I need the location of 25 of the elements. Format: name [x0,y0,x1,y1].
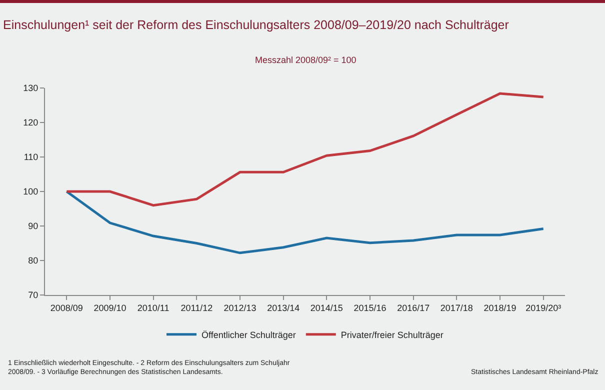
x-tick-label: 2010/11 [137,302,170,313]
x-tick-label: 2016/17 [397,302,430,313]
y-tick-label: 110 [24,152,38,162]
y-tick-label: 70 [28,290,38,300]
x-tick-label: 2013/14 [267,302,300,313]
x-tick-label: 2015/16 [354,302,386,313]
line-series [65,190,545,254]
x-tick-label: 2008/09 [50,302,83,313]
x-tick-label: 2019/20³ [526,302,562,313]
legend-label: Privater/freier Schulträger [340,330,444,340]
chart-title: Einschulungen¹ seit der Reform des Einschulungsalters 2008/09–2019/20 nach Schulträger [3,18,509,32]
y-tick-label: 100 [23,186,38,197]
x-tick-label: 2011/12 [180,302,213,313]
legend-label: Öffentlicher Schulträger [202,330,296,340]
y-tick-label: 130 [23,83,38,94]
y-tick-label: 90 [28,221,38,232]
y-tick-label: 80 [28,256,38,266]
x-tick-label: 2012/13 [224,302,256,313]
x-tick-label: 2017/18 [440,302,473,313]
y-tick-label: 120 [23,118,38,128]
x-tick-label: 2014/15 [310,302,343,313]
line-series [65,92,545,207]
x-tick-label: 2018/19 [484,302,516,313]
chart-subtitle: Messzahl 2008/09² = 100 [255,55,356,65]
x-tick-label: 2009/10 [94,302,126,313]
